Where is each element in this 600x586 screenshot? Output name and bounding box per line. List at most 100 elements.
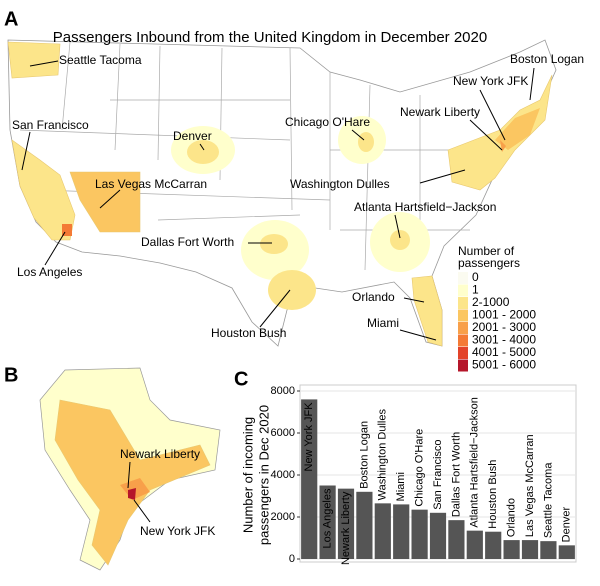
leader-line (479, 89, 506, 141)
legend-swatch (458, 297, 468, 309)
legend-swatch (458, 284, 468, 297)
bar (301, 399, 318, 559)
region-dallas (260, 234, 288, 254)
legend-swatch (458, 322, 468, 334)
legend-title: Number of (458, 244, 515, 258)
bar (393, 504, 410, 559)
map-label: Chicago O'Hare (285, 115, 370, 129)
bar (374, 503, 391, 559)
y-tick-label: 8000 (271, 385, 295, 397)
us-outline (7, 39, 557, 347)
legend-swatch (458, 347, 468, 359)
bar-label: Los Angeles (322, 488, 334, 548)
bar-label: Chicago O'Hare (414, 429, 426, 507)
bar-label: Boston Logan (358, 421, 370, 489)
region-denver (187, 140, 219, 164)
map-label: Dallas Fort Worth (141, 235, 234, 249)
map-label: Newark Liberty (120, 447, 200, 461)
bar-label: San Francisco (432, 439, 444, 509)
leader-line (21, 131, 31, 171)
legend-swatch (458, 334, 468, 347)
panel-label: C (234, 368, 248, 390)
bar (337, 488, 355, 559)
legend-label: 3001 - 4000 (472, 333, 536, 347)
region-chicago (358, 132, 374, 152)
bar (429, 512, 447, 559)
leader-line (399, 329, 437, 341)
bar (356, 491, 373, 559)
map-label: Boston Logan (510, 52, 584, 66)
inset-map (39, 367, 221, 571)
legend-label: 5001 - 6000 (472, 358, 536, 372)
bar-label: New York JFK (303, 402, 315, 472)
legend-label: 2001 - 3000 (472, 320, 536, 334)
legend-title: passengers (458, 256, 520, 270)
region-seattle (7, 41, 61, 79)
map-label: Atlanta Hartsfield−Jackson (354, 200, 496, 214)
map-label: Washington Dulles (290, 177, 390, 191)
leader-line (469, 119, 503, 151)
leader-line (44, 231, 66, 266)
region-east-core (495, 108, 540, 150)
leader-line (351, 129, 365, 141)
bar-label: Newark Liberty (340, 491, 352, 565)
region-houston (268, 270, 316, 310)
leader-line (199, 143, 205, 151)
map-label: Newark Liberty (400, 105, 480, 119)
map-label: Miami (367, 316, 399, 330)
map-label: San Francisco (12, 118, 89, 132)
y-axis-title: Number of incoming (240, 417, 255, 533)
legend-label: 1001 - 2000 (472, 308, 536, 322)
bar (466, 530, 483, 559)
leader-line (133, 499, 151, 523)
region-la (62, 224, 72, 236)
legend-swatch (458, 359, 468, 372)
bar-label: Atlanta Hartsfield−Jackson (469, 397, 481, 528)
bar-label: Seattle Tacoma (542, 462, 554, 539)
region-nevada (69, 171, 141, 233)
map-label: Denver (173, 129, 212, 143)
bar (558, 545, 575, 559)
bar (411, 509, 428, 559)
legend-label: 1 (472, 283, 479, 297)
bar-label: Las Vegas McCarran (524, 434, 536, 537)
region-east (447, 74, 553, 191)
bar-label: Houston Bush (487, 460, 499, 529)
map-label: New York JFK (453, 74, 528, 88)
bar (319, 485, 336, 559)
legend-label: 0 (472, 270, 479, 284)
y-tick-label: 6000 (271, 427, 295, 439)
region-california (11, 139, 76, 241)
legend-swatch (458, 272, 468, 284)
bar (448, 520, 465, 559)
legend-label: 2-1000 (472, 295, 510, 309)
bar (521, 540, 539, 559)
leader-line (394, 214, 401, 239)
bar-label: Orlando (506, 498, 518, 537)
leader-line (29, 60, 59, 67)
inset-jfk (128, 488, 136, 500)
map-label: Las Vegas McCarran (95, 177, 207, 191)
map-label: Seattle Tacoma (59, 53, 142, 67)
panel-label: B (4, 364, 18, 386)
map-label: New York JFK (140, 524, 215, 538)
us-map (7, 39, 557, 347)
map-label: Los Angeles (17, 265, 82, 279)
leader-line (403, 297, 425, 303)
panel-label: A (4, 8, 18, 30)
leader-line (529, 67, 535, 101)
legend-swatch (458, 309, 468, 322)
bar (503, 540, 520, 559)
map-label: Orlando (352, 290, 395, 304)
legend-label: 4001 - 5000 (472, 345, 536, 359)
bar-label: Dallas Fort Worth (450, 432, 462, 517)
y-tick-label: 2000 (271, 511, 295, 523)
bar-label: Miami (395, 472, 407, 501)
region-atlanta (390, 230, 410, 250)
map-label: Houston Bush (211, 326, 286, 340)
bar (485, 531, 502, 559)
y-tick-label: 0 (289, 553, 295, 565)
leader-line (99, 189, 121, 209)
leader-line (419, 169, 466, 184)
